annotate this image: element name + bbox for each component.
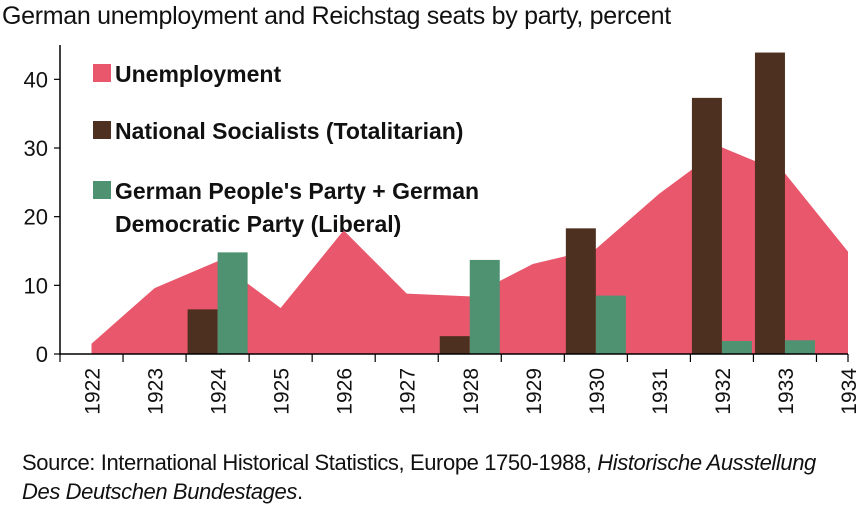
y-tick-label: 0 xyxy=(36,342,48,367)
legend-unemployment: Unemployment xyxy=(93,61,281,87)
source-italic: Historische Ausstellung Des Deutschen Bu… xyxy=(22,450,816,504)
legend-swatch xyxy=(93,121,111,139)
y-tick-label: 30 xyxy=(24,136,48,161)
bars-layer xyxy=(187,52,815,354)
bar-national-socialists-1933 xyxy=(754,52,785,354)
legend-label: Unemployment xyxy=(115,61,281,87)
area-layer xyxy=(91,147,848,354)
x-tick-label: 1926 xyxy=(334,368,357,415)
chart-title: German unemployment and Reichstag seats … xyxy=(2,2,671,30)
bar-national-socialists-1932 xyxy=(691,97,722,354)
x-tick-label: 1933 xyxy=(775,368,798,415)
x-tick-label: 1930 xyxy=(586,368,609,415)
legend-label: National Socialists (Totalitarian) xyxy=(115,118,463,144)
bar-national-socialists-1930 xyxy=(565,228,596,354)
bar-liberal-1928 xyxy=(469,259,500,354)
y-tick-labels: 0 10 20 30 40 xyxy=(24,67,48,367)
x-tick-label: 1925 xyxy=(271,368,294,415)
legend-label: German People's Party + German xyxy=(115,178,479,204)
x-tick-label: 1927 xyxy=(397,368,420,415)
x-tick-label: 1922 xyxy=(82,368,105,415)
legend-national-socialists: National Socialists (Totalitarian) xyxy=(93,118,463,144)
x-tick-label: 1928 xyxy=(460,368,483,415)
bar-liberal-1932 xyxy=(721,340,752,354)
bar-national-socialists-1924 xyxy=(187,309,218,354)
x-tick-label: 1934 xyxy=(838,368,857,415)
source-note: Source: International Historical Statist… xyxy=(22,448,842,506)
bar-liberal-1924 xyxy=(217,252,248,354)
x-tick-label: 1924 xyxy=(208,368,231,415)
x-tick-labels: 1922 1923 1924 1925 1926 1927 1928 1929 1930 1931… xyxy=(82,368,857,415)
bar-national-socialists-1928 xyxy=(439,336,470,354)
x-tick-label: 1931 xyxy=(649,368,672,415)
x-tick-label: 1929 xyxy=(523,368,546,415)
source-prefix: Source: International Historical Statist… xyxy=(22,450,598,475)
legend: Unemployment National Socialists (Totalit… xyxy=(93,61,479,237)
y-tick-label: 40 xyxy=(24,67,48,92)
legend-label: Democratic Party (Liberal) xyxy=(115,211,401,237)
bar-liberal-1930 xyxy=(595,295,626,354)
bar-liberal-1933 xyxy=(784,340,815,354)
x-tick-label: 1932 xyxy=(712,368,735,415)
legend-liberal: German People's Party + German Democratic… xyxy=(93,178,479,237)
unemployment-area xyxy=(91,147,848,354)
legend-swatch xyxy=(93,181,111,199)
y-tick-label: 20 xyxy=(24,205,48,230)
axes xyxy=(54,45,849,362)
source-suffix: . xyxy=(296,479,303,504)
x-tick-label: 1923 xyxy=(145,368,168,415)
legend-swatch xyxy=(93,64,111,82)
y-tick-label: 10 xyxy=(24,273,48,298)
